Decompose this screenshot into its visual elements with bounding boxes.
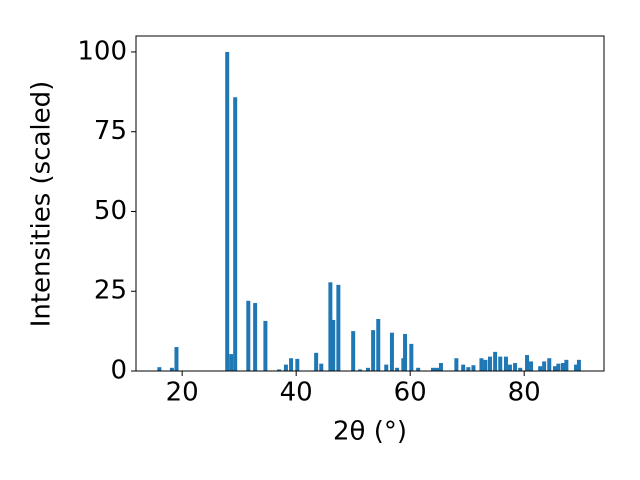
bar [328,282,333,371]
bar [403,333,408,371]
bar [547,358,552,371]
bar [246,300,251,371]
bar [483,359,488,371]
bar [331,319,336,371]
x-tick-label: 60 [394,378,427,408]
bar [525,355,530,371]
y-tick-label: 75 [94,116,127,146]
y-tick-label: 25 [94,276,127,306]
bar [233,97,238,371]
bar [503,356,508,371]
bar [513,363,518,371]
bar [314,352,319,371]
y-tick-label: 0 [110,356,127,386]
y-tick-label: 50 [94,196,127,226]
x-axis-label: 2θ (°) [333,417,407,447]
bar [229,354,234,371]
bar [487,356,492,371]
y-axis-label: Intensities (scaled) [27,81,57,328]
plot-frame [135,35,605,372]
bar [351,331,356,371]
bar [552,366,557,371]
bar [263,320,268,371]
x-tick-label: 20 [166,378,199,408]
bar [493,351,498,371]
x-tick-label: 40 [280,378,313,408]
bar [454,358,459,371]
bar [434,367,439,371]
bar [574,364,579,371]
bar [560,363,565,371]
bar [289,358,294,371]
bar [556,363,561,371]
bar [384,364,389,371]
bar [389,332,394,371]
bar [157,367,162,371]
bar [479,358,484,371]
bar [376,318,381,371]
bar [283,364,288,371]
y-tick-label: 100 [77,36,127,66]
bar [174,347,179,371]
bar [507,364,512,371]
bar [409,343,414,371]
bar [319,363,324,371]
x-tick-label: 80 [508,378,541,408]
bar [225,51,230,371]
bar [416,367,421,371]
bar [466,367,471,371]
bar [518,367,523,371]
bar [438,363,443,371]
bar [576,359,581,371]
bar [498,356,503,371]
bar [542,361,547,371]
bar [253,303,258,371]
bar [529,361,534,371]
bar [358,369,363,371]
bar [366,367,370,371]
bar [395,367,400,371]
bar [336,284,341,371]
bar [277,369,282,371]
bar [564,359,569,371]
bar [471,365,476,371]
bar [371,330,376,371]
bar [169,367,174,371]
bar [295,358,300,371]
bar [461,364,466,371]
bar [538,366,543,371]
bar [430,367,435,371]
